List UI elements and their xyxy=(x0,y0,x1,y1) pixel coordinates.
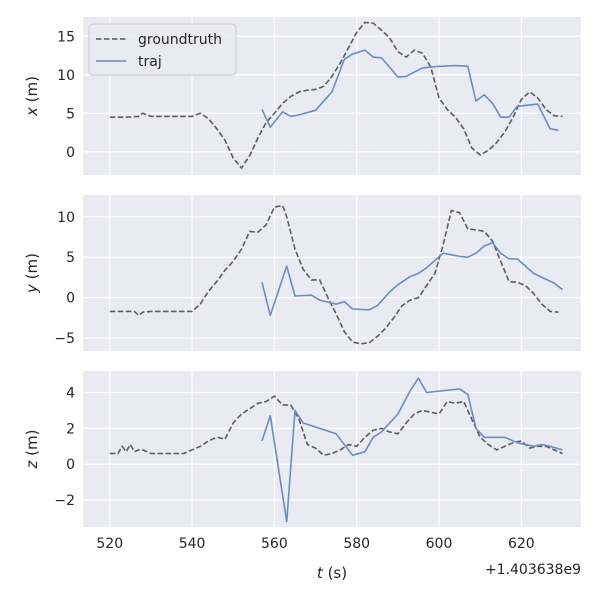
panel-y: −5 0 5 10 y (m) xyxy=(23,195,581,351)
y-tick-label: 0 xyxy=(66,291,75,307)
x-axis-label: t (s) xyxy=(317,564,347,582)
legend: groundtruth traj xyxy=(88,23,237,76)
y-tick-label: 15 xyxy=(57,29,75,45)
x-tick-label: 580 xyxy=(343,536,370,552)
y-axis-label: y (m) xyxy=(23,253,41,294)
y-tick-label: 4 xyxy=(66,386,75,402)
x-tick-label: 540 xyxy=(179,536,206,552)
y-axis-label: z (m) xyxy=(23,430,41,470)
legend-label-traj: traj xyxy=(138,54,162,70)
series-line-groundtruth xyxy=(109,204,559,345)
plot-background xyxy=(83,371,581,527)
y-tick-label: −2 xyxy=(54,493,75,509)
plot-background xyxy=(83,195,581,351)
x-tick-label: 600 xyxy=(426,536,453,552)
series-line-traj xyxy=(261,241,563,317)
series-line-groundtruth xyxy=(109,395,563,457)
x-offset-label: +1.403638e9 xyxy=(485,562,581,578)
y-tick-label: 10 xyxy=(57,210,75,226)
x-tick-label: 620 xyxy=(508,536,535,552)
y-tick-label: −5 xyxy=(54,331,75,347)
y-tick-label: 5 xyxy=(66,250,75,266)
y-tick-label: 5 xyxy=(66,106,75,122)
series-line-groundtruth xyxy=(109,21,563,169)
panel-z: 520 540 560 580 600 620 −2 0 2 4 z (m) t (s) +1.4036… xyxy=(23,371,581,582)
series-line-traj xyxy=(261,377,563,523)
x-tick-label: 560 xyxy=(261,536,288,552)
legend-label-groundtruth: groundtruth xyxy=(138,32,222,48)
y-axis-label: x (m) xyxy=(23,76,41,117)
x-tick-label: 520 xyxy=(96,536,123,552)
panel-x: 0 5 10 15 x (m) groundtruth traj xyxy=(23,17,581,175)
y-tick-label: 0 xyxy=(66,145,75,161)
y-tick-label: 10 xyxy=(57,68,75,84)
series-line-traj xyxy=(261,49,559,132)
y-tick-label: 0 xyxy=(66,457,75,473)
legend-box xyxy=(88,23,237,76)
y-tick-label: 2 xyxy=(66,421,75,437)
